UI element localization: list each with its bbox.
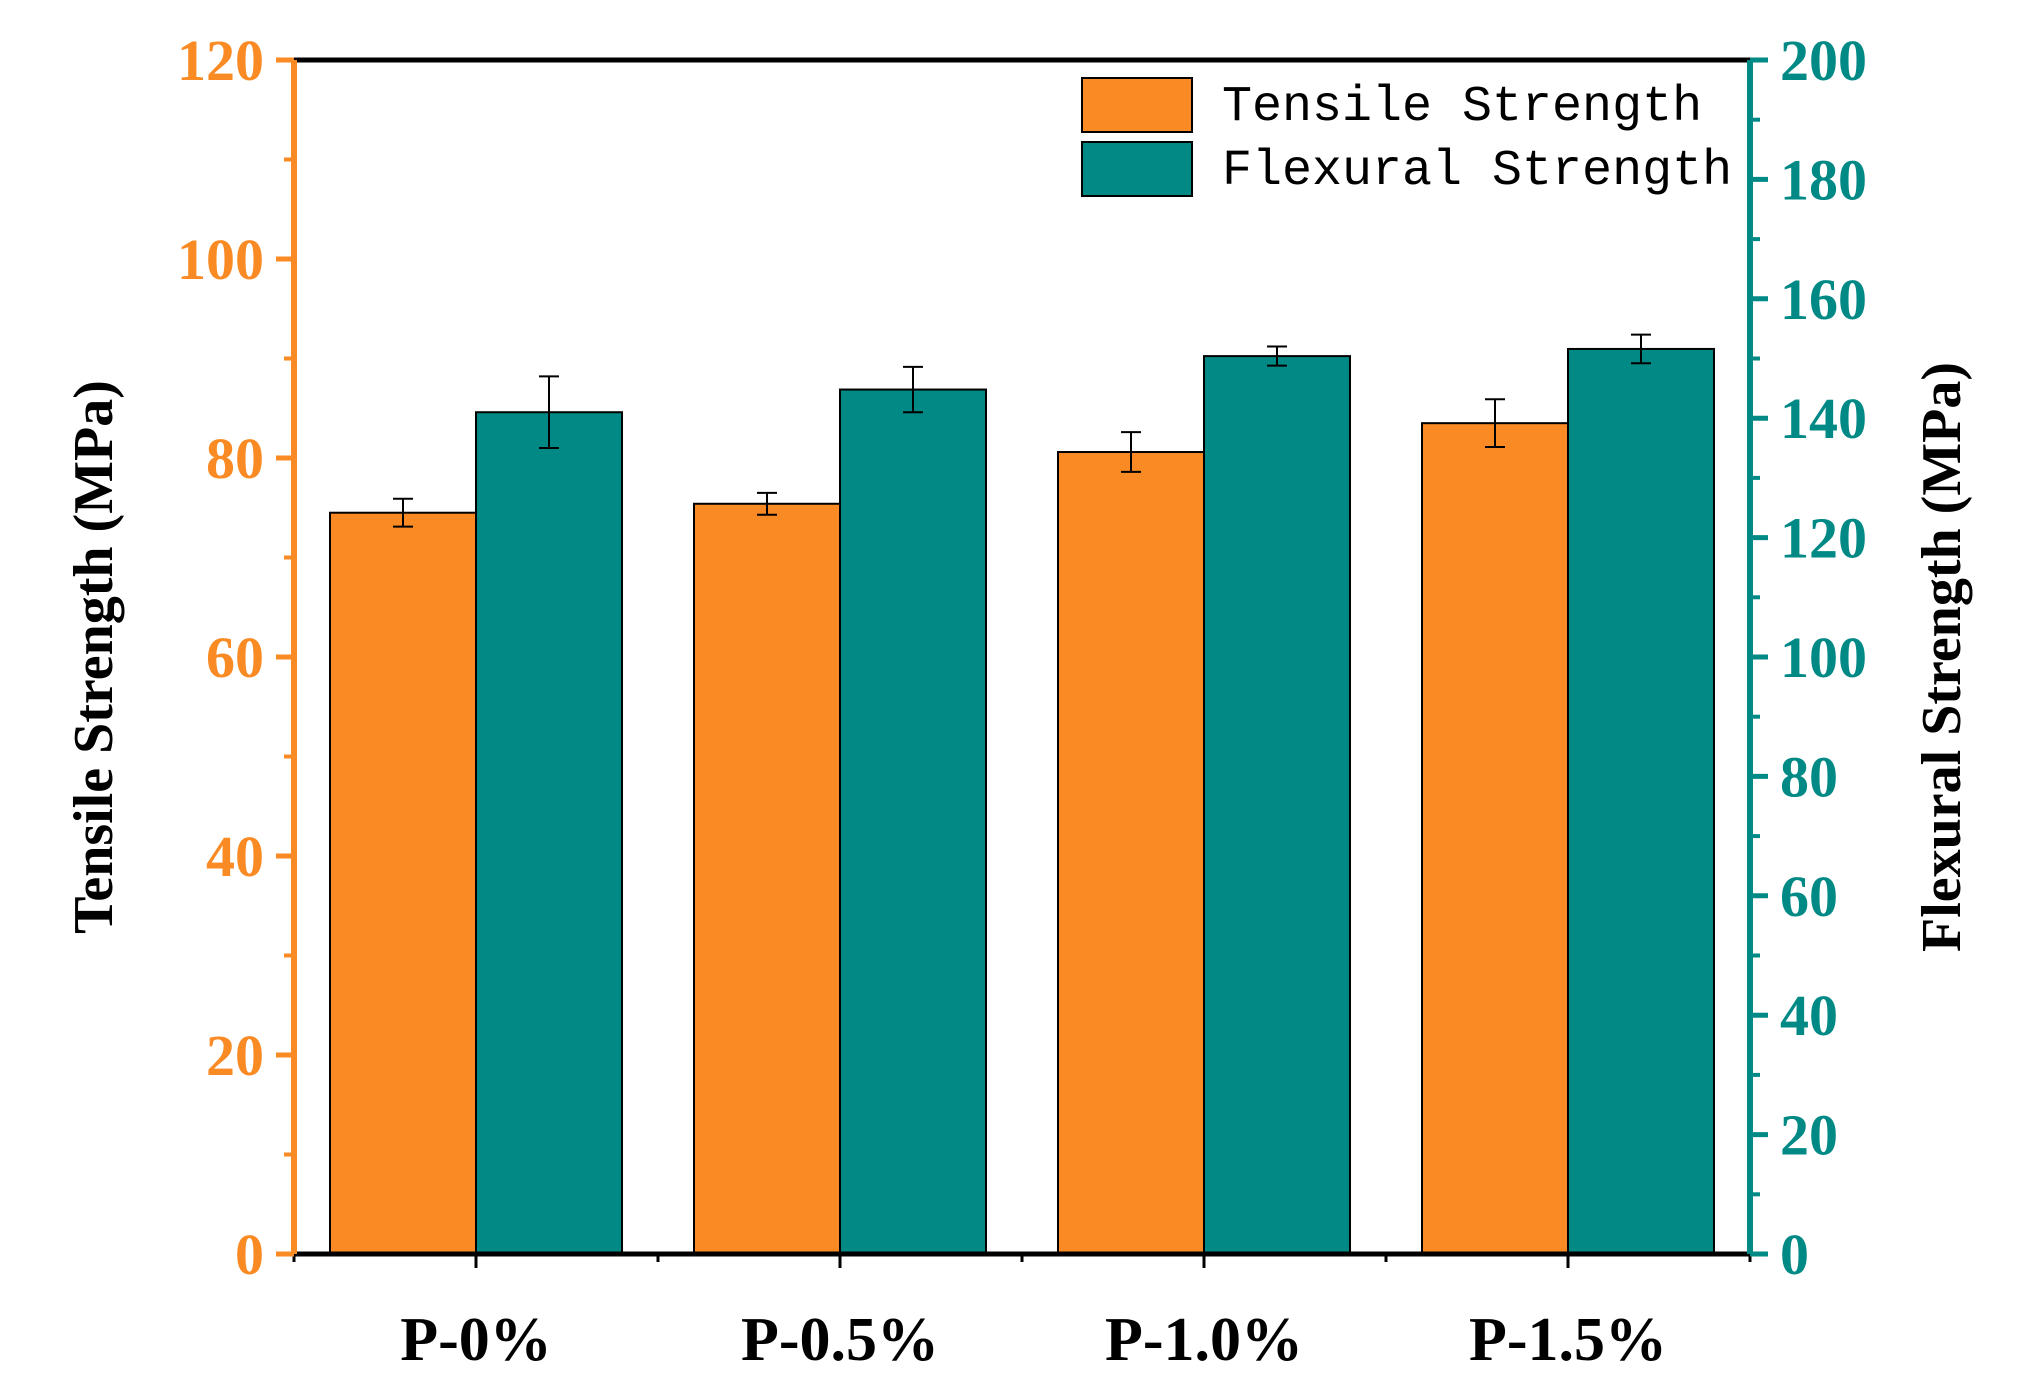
bar-flexural-2	[1203, 355, 1351, 1255]
bar-tensile-1	[693, 502, 841, 1255]
legend-label-tensile: Tensile Strength	[1222, 79, 1702, 136]
left-tick-label: 0	[235, 1222, 264, 1287]
bar-tensile-0	[329, 511, 477, 1255]
left-tick-label: 100	[177, 227, 264, 292]
x-tick-label: P-1.5%	[1469, 1306, 1667, 1374]
right-tick-label: 180	[1780, 147, 1867, 212]
error-bar-flexural-1	[903, 365, 923, 414]
bar-flexural-1	[839, 388, 987, 1255]
right-tick-label: 200	[1780, 28, 1867, 93]
left-tick-label: 80	[206, 426, 264, 491]
right-tick-label: 20	[1780, 1103, 1838, 1168]
bar-flexural-3	[1567, 347, 1715, 1255]
right-tick-label: 0	[1780, 1222, 1809, 1287]
error-bar-tensile-3	[1485, 398, 1505, 449]
right-tick-label: 40	[1780, 983, 1838, 1048]
bar-tensile-2	[1057, 451, 1205, 1255]
right-tick-label: 160	[1780, 267, 1867, 332]
y-axis-title-right: Flexural Strength (MPa)	[1911, 362, 1973, 952]
error-bar-tensile-1	[757, 491, 777, 516]
x-tick-label: P-0%	[400, 1306, 552, 1374]
error-bar-tensile-2	[1121, 431, 1141, 473]
bar-flexural-0	[475, 411, 623, 1256]
error-bar-tensile-0	[393, 497, 413, 528]
bar-tensile-3	[1421, 422, 1569, 1255]
error-bar-flexural-3	[1631, 333, 1651, 365]
y-axis-title: Tensile Strength (MPa)	[63, 380, 125, 934]
legend-swatch-tensile	[1081, 77, 1193, 133]
right-tick-label: 60	[1780, 864, 1838, 929]
x-tick-label: P-0.5%	[741, 1306, 939, 1374]
left-tick-label: 40	[206, 824, 264, 889]
error-bar-flexural-0	[539, 375, 559, 450]
right-tick-label: 80	[1780, 744, 1838, 809]
x-tick-label: P-1.0%	[1105, 1306, 1303, 1374]
left-tick-label: 60	[206, 625, 264, 690]
right-tick-label: 140	[1780, 386, 1867, 451]
error-bar-flexural-2	[1267, 345, 1287, 367]
legend-swatch-flexural	[1081, 141, 1193, 197]
right-tick-label: 120	[1780, 506, 1867, 571]
left-tick-label: 120	[177, 28, 264, 93]
right-tick-label: 100	[1780, 625, 1867, 690]
legend-label-flexural: Flexural Strength	[1222, 143, 1732, 200]
left-tick-label: 20	[206, 1023, 264, 1088]
